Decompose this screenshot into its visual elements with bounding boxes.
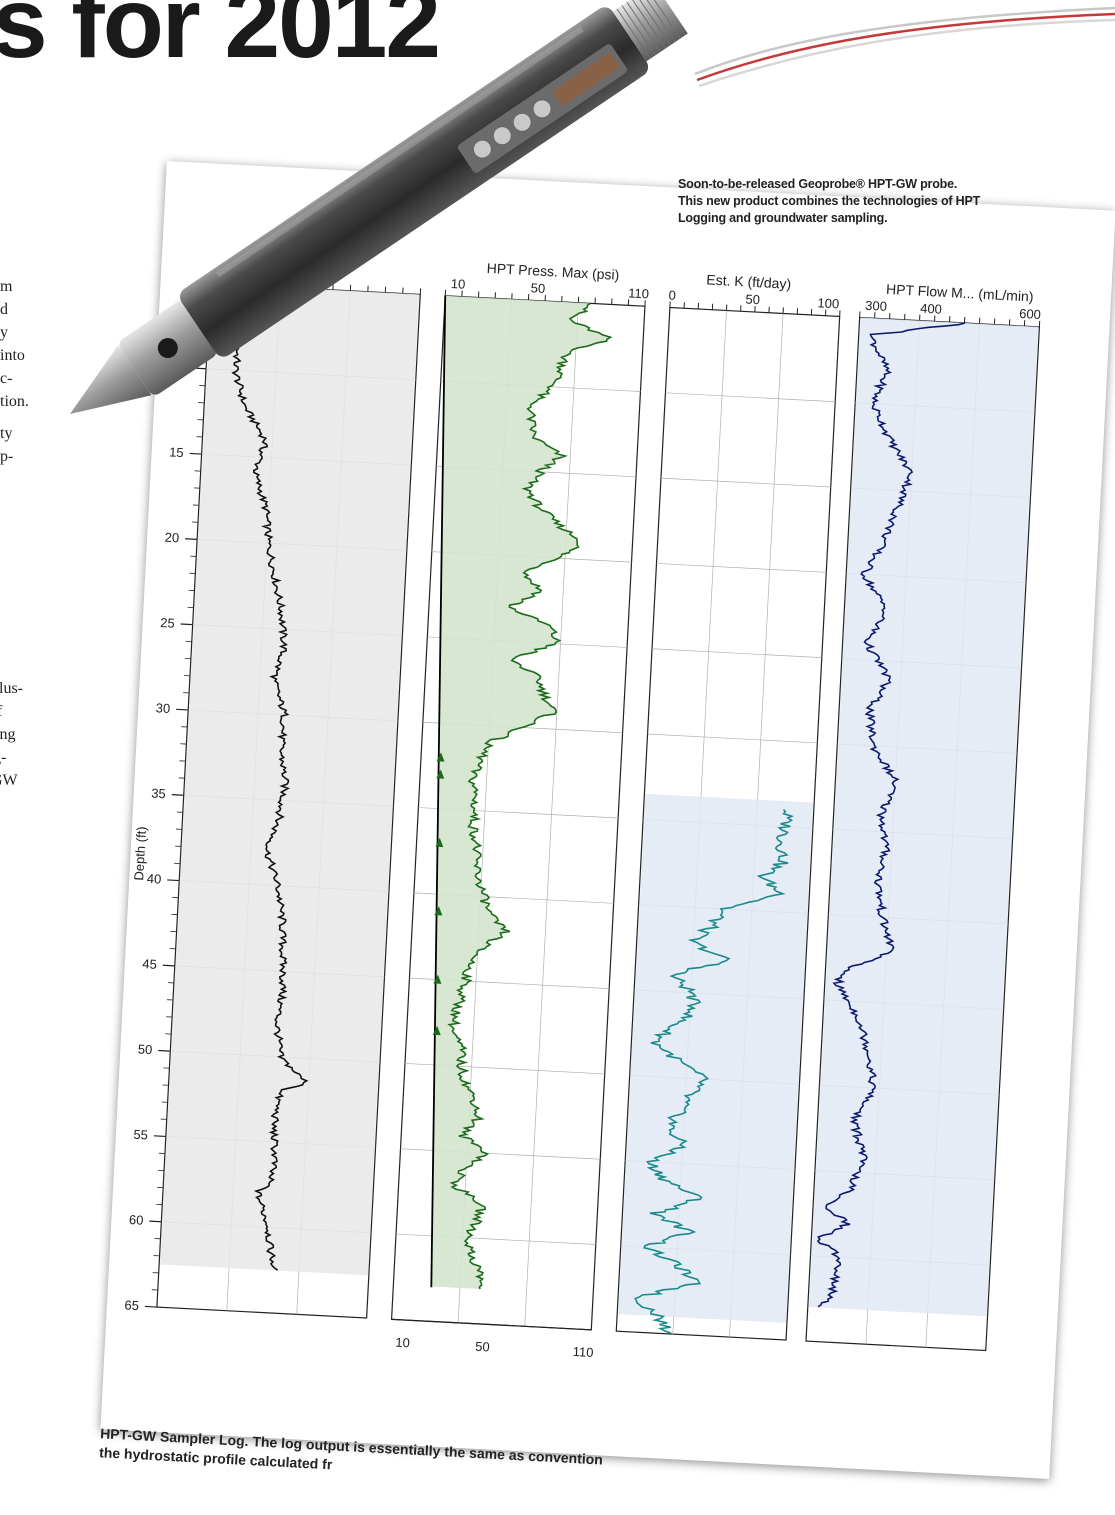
ec-fill-band [160,283,420,1276]
hydrostatic-marker [432,1025,441,1036]
hpt-gw-probe-image [70,0,1115,414]
depth-tick-label: 35 [151,786,166,802]
body-text-line: p- [0,448,14,465]
gridline-v-press [524,302,579,1327]
article-headline: s for 2012 [0,0,441,79]
flow-x-tick-label: 300 [865,298,887,314]
depth-tick [185,538,198,540]
hydrostatic-marker [436,769,445,779]
hydrostatic-marker [433,974,442,984]
probe-caption-line3: Logging and groundwater sampling. [678,211,888,225]
gridline-k [665,392,836,403]
est-k-fill-band [618,793,814,1323]
body-text-line: ing [0,726,16,743]
depth-tick-label: 20 [164,530,179,546]
press-x-tick-label: 50 [530,280,545,296]
hydrostatic-line [430,295,447,1288]
gridline-k [660,477,831,488]
k-x-tick-label: 0 [668,287,676,302]
probe-tip [70,345,152,414]
probe-cables [694,6,1115,88]
k-x-tick-label: 50 [745,291,760,307]
depth-tick [189,452,202,455]
probe-caption-line1: Soon-to-be-released Geoprobe® HPT-GW pro… [678,177,958,191]
depth-tick-label: 65 [124,1297,139,1313]
depth-tick [176,708,189,711]
press-area-fill [431,295,611,1290]
depth-tick [180,623,193,626]
depth-tick [153,1135,166,1138]
hydrostatic-marker [436,752,445,762]
flow-x-tick-label: 400 [920,301,942,317]
depth-tick [144,1305,157,1308]
flow-track-title: HPT Flow M... (mL/min) [886,281,1034,305]
depth-tick [171,794,184,796]
press-x-tick-label: 110 [628,285,649,301]
log-sheet: 101520253035404550556065Depth (ft)EC (00… [99,161,1115,1479]
flow-series-line [816,322,966,1308]
press-x-tick-label-bottom: 50 [475,1339,490,1355]
k-track-title: Est. K (ft/day) [706,271,792,291]
press-track-title: HPT Press. Max (psi) [486,260,619,283]
body-text-line: d [0,301,8,318]
hydrostatic-marker [435,837,444,848]
press-x-tick-label-bottom: 110 [572,1344,593,1360]
depth-axis-label: Depth (ft) [131,826,149,881]
body-text-line: c- [0,370,13,387]
probe-caption-line2: This new product combines the technologi… [678,194,981,208]
gridline-press [400,1148,601,1160]
est-k-series-line [634,809,795,1335]
gridline-k [647,733,818,744]
depth-tick-label: 55 [133,1127,148,1143]
probe-port [157,338,178,359]
ec-series-line [231,285,309,1271]
body-text-line: y [0,324,8,341]
gridline-k [652,648,822,658]
k-x-tick-label: 100 [817,295,839,311]
flow-fill-band [808,317,1039,1317]
press-bottom-axis [391,1318,592,1331]
body-text-line: f [0,703,2,721]
depth-tick [167,879,180,882]
hpt-gw-log-chart: 101520253035404550556065Depth (ft)EC (00… [124,249,1041,1360]
depth-tick-label: 40 [146,871,161,887]
depth-tick [149,1220,162,1223]
body-text-line: lus- [0,680,23,697]
press-x-tick-label-bottom: 10 [395,1335,410,1351]
log-paper: 101520253035404550556065Depth (ft)EC (00… [100,161,1115,1479]
depth-tick [158,1049,171,1052]
gridline-k [656,563,827,573]
depth-tick [162,964,175,967]
depth-tick-label: 45 [142,956,157,972]
depth-tick-label: 60 [129,1212,144,1228]
probe-caption: Soon-to-be-released Geoprobe® HPT-GW pro… [678,176,1018,227]
probe-connector [612,0,688,62]
press-x-tick-label: 10 [450,276,465,292]
body-text-line: g- [0,749,7,766]
flow-x-tick-label: 600 [1019,306,1041,322]
body-text-line: GW [0,772,18,789]
body-text-line: m [0,278,13,295]
body-text-line: tion. [0,393,29,410]
hydrostatic-marker [434,906,443,916]
depth-tick-label: 25 [160,615,175,631]
press-series-line [447,302,613,1290]
body-text-line: into [0,347,25,364]
depth-tick-label: 15 [169,444,184,460]
probe-body [180,7,649,357]
depth-tick-label: 30 [155,700,170,716]
depth-tick-label: 50 [138,1041,153,1057]
body-text-line: ty [0,425,13,442]
gridline-press [396,1233,596,1245]
